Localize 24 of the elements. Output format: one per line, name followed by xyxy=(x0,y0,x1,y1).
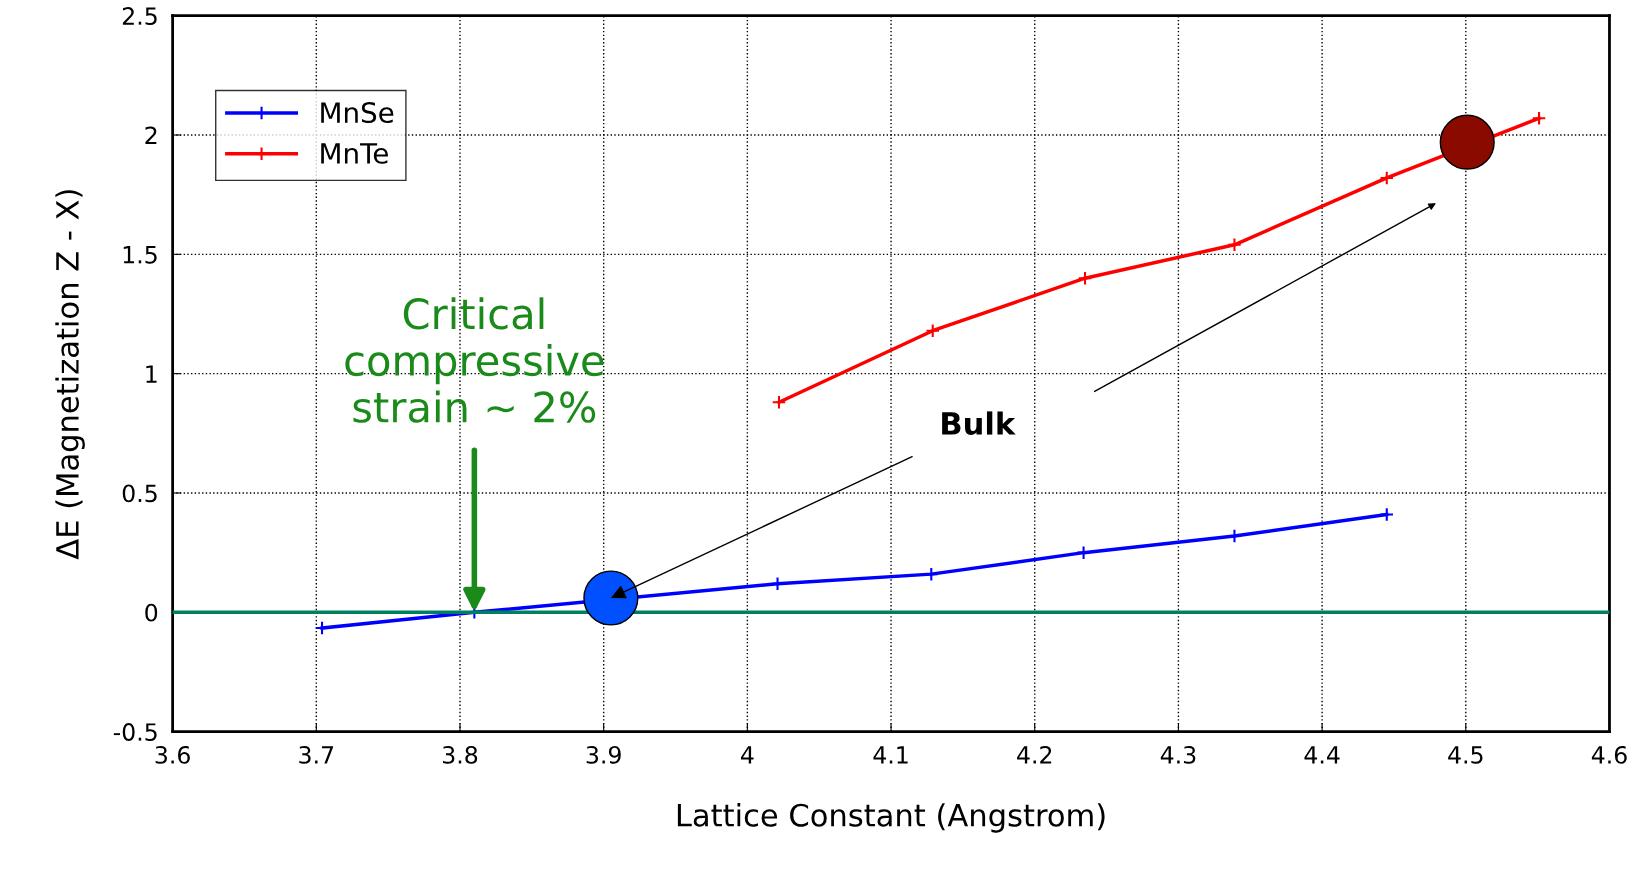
x-tick-label: 3.7 xyxy=(299,745,334,764)
x-axis-title: Lattice Constant (Angstrom) xyxy=(677,803,1105,833)
x-tick-label: 4.3 xyxy=(1160,745,1196,764)
x-tick-label: 3.6 xyxy=(155,745,190,764)
x-tick-label: 4.2 xyxy=(1017,745,1052,764)
annotation: Bulk xyxy=(942,411,1016,436)
x-tick-label: 4.6 xyxy=(1591,745,1627,764)
x-tick-label: 3.8 xyxy=(443,745,478,764)
y-tick-label: 0.5 xyxy=(122,484,157,503)
y-tick-label: 2 xyxy=(145,126,157,144)
x-tick-label: 4 xyxy=(741,746,754,764)
annotation: Critical compressive strain ~ 2% xyxy=(345,297,604,423)
x-tick-label: 3.9 xyxy=(586,745,621,764)
y-tick-label: 1.5 xyxy=(123,246,157,264)
y-tick-label: 1 xyxy=(146,365,157,383)
x-tick-label: 4.4 xyxy=(1304,746,1340,764)
y-axis-title: ΔE (Magnetization Z - X) xyxy=(55,190,85,560)
x-tick-label: 4.5 xyxy=(1448,746,1483,764)
y-tick-label: 0 xyxy=(145,603,158,622)
x-tick-label: 4.1 xyxy=(873,746,908,764)
y-tick-label: -0.5 xyxy=(113,723,157,741)
legend-label: MnSe xyxy=(321,102,394,124)
legend-label: MnTe xyxy=(321,143,388,164)
y-tick-label: 2.5 xyxy=(122,7,157,25)
